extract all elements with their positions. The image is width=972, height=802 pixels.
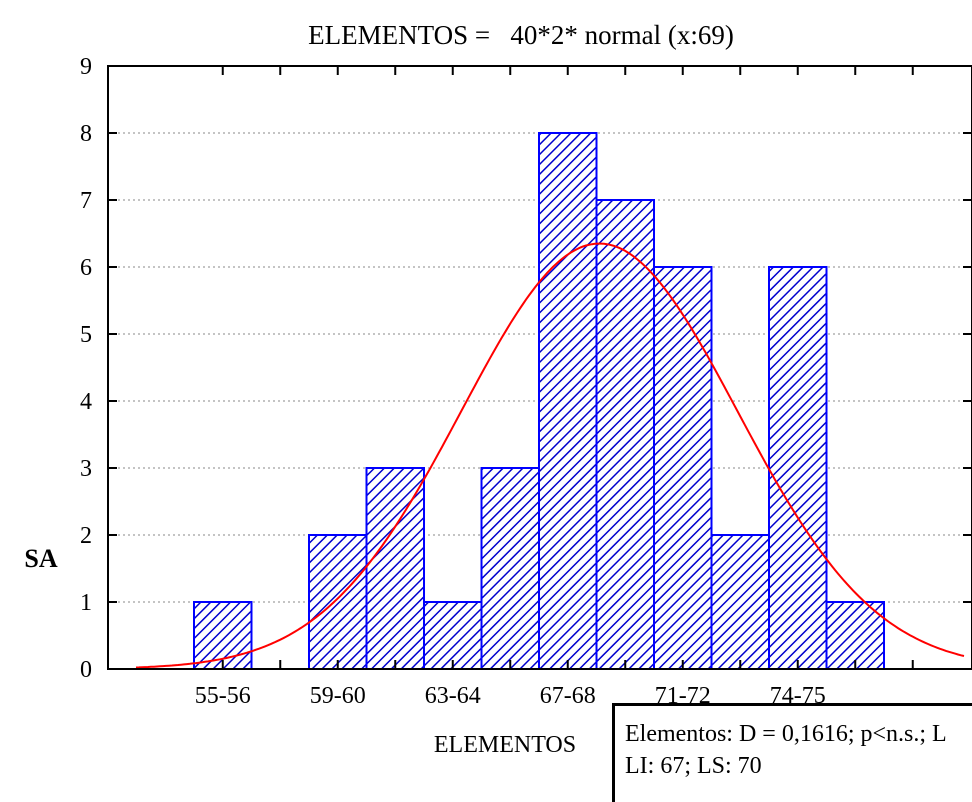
x-tick-label: 55-56 (195, 683, 251, 709)
histogram-bar (308, 534, 368, 670)
x-axis-label: ELEMENTOS (434, 732, 576, 758)
stats-box: Elementos: D = 0,1616; p<n.s.; L LI: 67;… (612, 703, 972, 802)
y-tick-label: 1 (80, 590, 92, 616)
histogram-bar (710, 534, 770, 670)
x-tick-label: 67-68 (540, 683, 596, 709)
histogram-bar (365, 467, 425, 670)
stats-line-2: LI: 67; LS: 70 (625, 753, 762, 779)
normal-fit-curve (135, 242, 965, 669)
histogram-bar (768, 266, 828, 670)
histogram-bar (538, 132, 598, 670)
x-tick-label: 59-60 (310, 683, 366, 709)
x-tick-label: 63-64 (425, 683, 481, 709)
plot-frame (107, 65, 972, 670)
y-tick-label: 7 (80, 188, 92, 214)
stats-line-1: Elementos: D = 0,1616; p<n.s.; L (625, 721, 947, 747)
y-tick-label: 3 (80, 456, 92, 482)
histogram-bar (480, 467, 540, 670)
y-tick-label: 0 (80, 657, 92, 683)
y-axis-label: SA (24, 544, 57, 573)
y-tick-label: 5 (80, 322, 92, 348)
histogram-bar (653, 266, 713, 670)
y-tick-label: 2 (80, 523, 92, 549)
y-tick-label: 9 (80, 54, 92, 80)
y-tick-label: 6 (80, 255, 92, 281)
chart-title: ELEMENTOS = 40*2* normal (x:69) (308, 20, 734, 50)
y-tick-label: 8 (80, 121, 92, 147)
y-axis: 0 1 2 3 4 5 6 7 8 9 (80, 54, 972, 683)
histogram-bars (193, 132, 885, 670)
histogram-bar (595, 199, 655, 670)
y-tick-label: 4 (80, 389, 92, 415)
histogram-bar (423, 601, 483, 670)
